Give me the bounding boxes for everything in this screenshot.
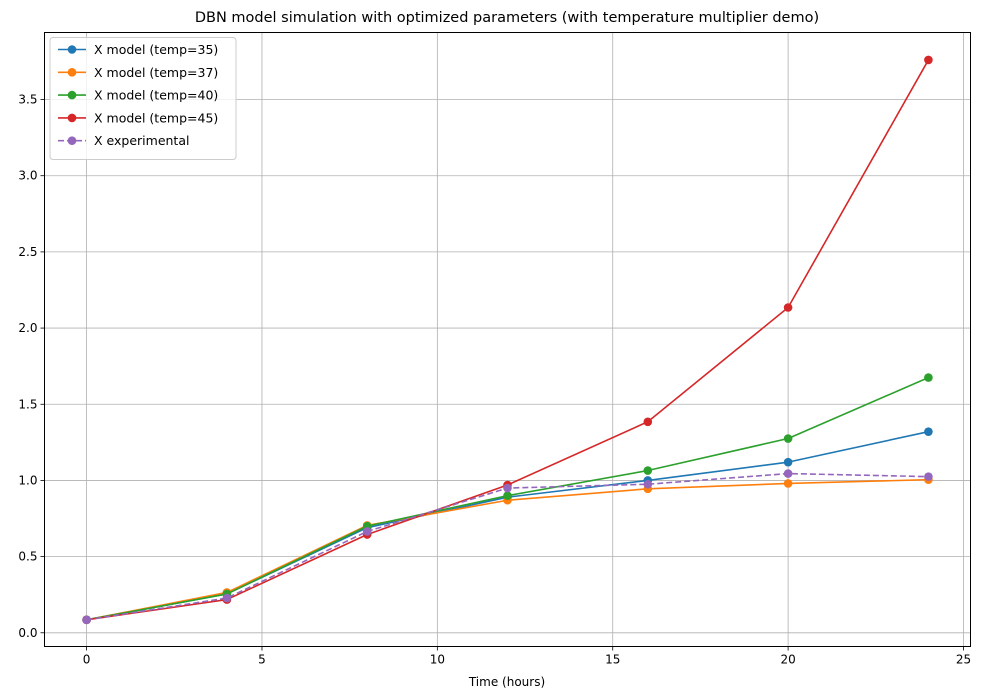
data-point — [82, 615, 91, 625]
y-tick-label: 1.0 — [18, 473, 37, 487]
data-point — [643, 417, 653, 427]
series-4 — [82, 469, 933, 625]
legend-label: X model (temp=40) — [94, 88, 218, 103]
data-point — [783, 469, 793, 478]
legend-label: X model (temp=35) — [94, 42, 218, 57]
legend-marker — [67, 136, 77, 145]
data-point — [783, 479, 793, 488]
legend-label: X model (temp=37) — [94, 65, 218, 80]
series-layer — [82, 55, 933, 625]
x-tick-label: 15 — [605, 653, 620, 667]
data-point — [643, 466, 653, 475]
grid — [44, 32, 971, 647]
legend-marker — [67, 90, 77, 100]
x-tick-label: 0 — [83, 653, 91, 667]
y-tick-label: 2.0 — [18, 321, 37, 335]
x-tick-label: 25 — [956, 653, 971, 667]
x-axis-label: Time (hours) — [468, 675, 545, 689]
legend-marker — [67, 113, 77, 123]
data-point — [503, 491, 512, 500]
y-tick-label: 0.5 — [18, 550, 37, 564]
y-tick-label: 0.0 — [18, 626, 37, 640]
data-point — [924, 373, 933, 382]
data-point — [783, 434, 793, 443]
legend-marker — [67, 45, 77, 54]
data-point — [924, 427, 933, 436]
y-tick-label: 3.0 — [18, 169, 37, 183]
data-point — [222, 593, 232, 603]
x-tick-label: 20 — [780, 653, 795, 667]
legend-box — [49, 37, 237, 160]
data-point — [783, 457, 793, 467]
legend-label: X model (temp=45) — [94, 110, 218, 125]
data-point — [924, 472, 933, 481]
data-point — [643, 479, 653, 489]
y-tick-label: 1.5 — [18, 397, 37, 411]
data-point — [924, 55, 933, 65]
legend-marker — [67, 68, 77, 77]
data-point — [783, 303, 793, 312]
data-point — [362, 527, 372, 536]
legend-label: X experimental — [94, 133, 189, 148]
chart-title: DBN model simulation with optimized para… — [195, 10, 819, 26]
y-tick-label: 2.5 — [18, 245, 37, 259]
x-tick-label: 5 — [258, 653, 266, 667]
x-tick-label: 10 — [430, 653, 445, 667]
y-tick-label: 3.5 — [18, 93, 37, 107]
x-axis: 0 5 10 15 20 25 — [83, 646, 971, 667]
y-axis: 0.0 0.5 1.0 1.5 2.0 2.5 3.0 3.5 — [18, 93, 45, 640]
plot-frame — [44, 32, 971, 647]
data-point — [503, 483, 512, 493]
legend: X model (temp=35) X model (temp=37) X mode… — [49, 37, 237, 160]
